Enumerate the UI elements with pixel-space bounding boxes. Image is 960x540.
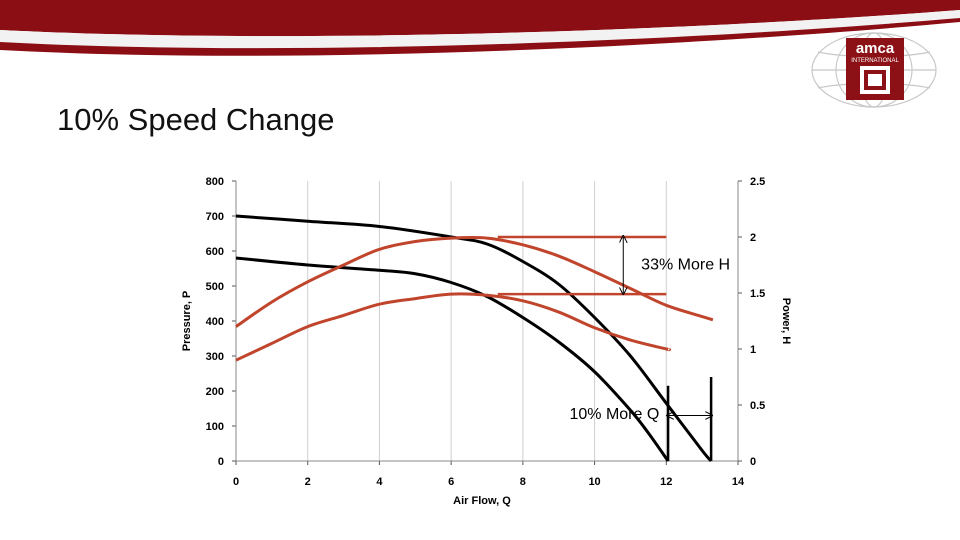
y-axis-title: Pressure, P xyxy=(181,291,193,352)
x-tick-label: 0 xyxy=(233,476,239,488)
y-tick-label: 100 xyxy=(206,421,224,433)
banner-red-lower xyxy=(0,18,960,56)
y2-axis-title: Power, H xyxy=(780,298,792,345)
x-tick-label: 10 xyxy=(588,476,600,488)
y2-tick-label: 0 xyxy=(750,456,756,468)
banner-stripe xyxy=(0,10,960,49)
pressure-curve-line xyxy=(235,256,670,462)
logo-text: amca xyxy=(856,40,895,57)
chart-axes xyxy=(232,180,742,465)
logo-subtext: INTERNATIONAL xyxy=(851,58,899,64)
banner-red-band xyxy=(0,0,960,37)
y-tick-label: 500 xyxy=(206,281,224,293)
x-tick-label: 2 xyxy=(305,476,311,488)
amca-logo: amca INTERNATIONAL xyxy=(811,32,937,108)
y-tick-label: 300 xyxy=(206,351,224,363)
y-tick-label: 600 xyxy=(206,246,224,258)
y-tick-label: 200 xyxy=(206,386,224,398)
x-tick-label: 4 xyxy=(376,476,383,488)
chart-labels: 0 2 4 6 8 10 12 14010020030040050060070080000.5… xyxy=(181,176,792,507)
x-tick-label: 8 xyxy=(520,476,526,488)
fan-icon xyxy=(864,70,886,90)
x-axis-title: Air Flow, Q xyxy=(453,495,511,507)
power-curve-line xyxy=(235,235,714,328)
y2-tick-label: 2.5 xyxy=(750,176,765,188)
y2-tick-label: 2 xyxy=(750,232,756,244)
annotation-label: 10% More Q xyxy=(569,406,659,423)
x-tick-label: 12 xyxy=(660,476,672,488)
y-tick-label: 800 xyxy=(206,176,224,188)
header-banner xyxy=(0,0,960,56)
x-tick-label: 6 xyxy=(448,476,454,488)
power-curve-line xyxy=(235,292,672,362)
y-tick-label: 700 xyxy=(206,211,224,223)
y2-tick-label: 1.5 xyxy=(750,288,765,300)
annotation-label: 33% More H xyxy=(641,257,730,274)
y-tick-label: 0 xyxy=(218,456,224,468)
y2-tick-label: 0.5 xyxy=(750,400,765,412)
slide-title: 10% Speed Change xyxy=(57,102,335,137)
y2-tick-label: 1 xyxy=(750,344,756,356)
x-tick-label: 14 xyxy=(732,476,745,488)
chart-annotations: 33% More H 10% More Q xyxy=(569,237,730,423)
y-tick-label: 400 xyxy=(206,316,224,328)
